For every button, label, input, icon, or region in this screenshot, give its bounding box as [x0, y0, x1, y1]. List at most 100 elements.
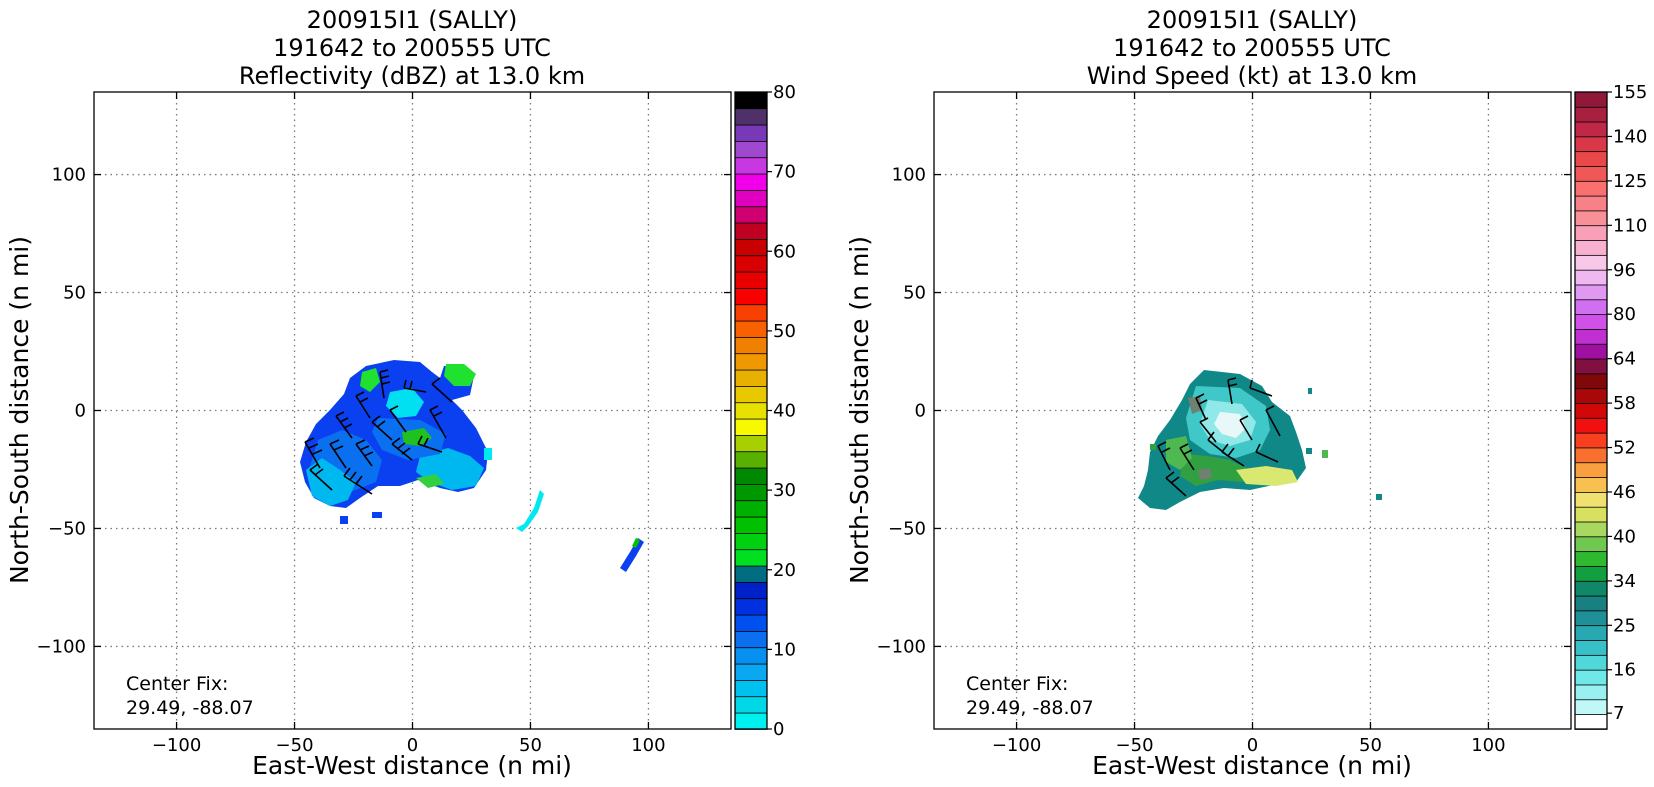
colorbar-tick-label: 34	[1613, 571, 1636, 592]
echo-cyan-core	[386, 388, 424, 418]
wind-barb	[389, 405, 407, 433]
colorbar-tick-label: 110	[1613, 215, 1647, 236]
wind-barb	[1227, 377, 1238, 405]
colorbar-segment	[734, 614, 768, 632]
wind-barb	[1207, 431, 1229, 457]
colorbar-segment	[734, 156, 768, 175]
y-tick-label: 0	[915, 401, 926, 422]
y-tick-label: 0	[75, 401, 86, 422]
colorbar-segment	[1574, 136, 1608, 153]
colorbar-segment	[1574, 298, 1608, 316]
echo-streak-far-east	[620, 538, 644, 572]
x-tick-label: −100	[992, 735, 1041, 756]
colorbar-segment	[734, 418, 768, 436]
colorbar-segment	[1574, 536, 1608, 553]
wind-speed-colorbar: 7 16 25 34 40 46 52 58 64 80 96 110 125 140 155	[1574, 82, 1647, 730]
colorbar-segment	[734, 173, 768, 191]
colorbar-tick-label: 46	[1613, 482, 1636, 503]
colorbar-tick-label: 70	[773, 162, 796, 183]
wind-speed-panel: 200915I1 (SALLY) 191642 to 200555 UTC Wi…	[845, 6, 1647, 780]
colorbar-segment	[1574, 210, 1608, 227]
echo-streak-east	[516, 490, 544, 532]
colorbar-tick-label: 20	[773, 560, 796, 581]
x-tick-label: 50	[1359, 735, 1382, 756]
y-tick-label: 100	[52, 165, 86, 186]
wind-barb	[431, 377, 453, 403]
center-fix-value: 29.49, -88.07	[966, 697, 1094, 719]
y-axis-label: North-South distance (n mi)	[5, 236, 34, 584]
wind-barb	[343, 467, 373, 495]
colorbar-segment	[1574, 387, 1608, 404]
wind-barb	[1255, 443, 1279, 463]
wind-barbs	[304, 369, 453, 495]
colorbar-tick-label: 40	[773, 401, 796, 422]
colorbar-segment	[1574, 165, 1608, 182]
colorbar-segment	[1574, 195, 1608, 212]
echo-green-south	[416, 474, 444, 488]
colorbar-segment	[734, 565, 768, 583]
colorbar-segment	[734, 254, 768, 273]
echo-green-center	[402, 428, 432, 446]
colorbar-tick-label: 64	[1613, 349, 1636, 370]
colorbar-segment	[734, 303, 768, 322]
colorbar-segment	[734, 385, 768, 404]
chart-title-line-3: Reflectivity (dBZ) at 13.0 km	[239, 62, 585, 90]
colorbar-segment	[734, 467, 768, 485]
chart-title-line-1: 200915I1 (SALLY)	[1147, 6, 1358, 34]
colorbar-tick-label: 155	[1613, 82, 1647, 103]
colorbar-tick-label: 125	[1613, 171, 1647, 192]
colorbar-segment	[734, 663, 768, 681]
colorbar-segment	[734, 401, 768, 420]
wind-speck	[1322, 450, 1328, 458]
wind-barb	[403, 379, 427, 393]
x-tick-label: −100	[152, 735, 201, 756]
wind-barb	[1239, 415, 1253, 441]
colorbar-segment	[734, 597, 768, 616]
y-tick-label: −50	[48, 518, 86, 539]
colorbar-tick-label: 80	[773, 82, 796, 103]
wind-barb	[355, 391, 371, 419]
wind-speck	[1306, 448, 1312, 454]
colorbar-tick-label: 140	[1613, 126, 1647, 147]
y-axis-label: North-South distance (n mi)	[845, 236, 874, 584]
colorbar-segment	[734, 287, 768, 306]
wind-gray-patch	[1188, 396, 1212, 480]
colorbar-segment	[734, 336, 768, 355]
chart-title-line-1: 200915I1 (SALLY)	[307, 6, 518, 34]
colorbar-segment	[734, 271, 768, 289]
colorbar-tick-label: 60	[773, 241, 796, 262]
x-tick-label: −50	[1116, 735, 1154, 756]
colorbar-segment	[734, 548, 768, 567]
colorbar-segment	[734, 205, 768, 224]
colorbar-segment	[1574, 343, 1608, 360]
center-fix-label: Center Fix:	[966, 673, 1068, 695]
colorbar-segment	[1574, 684, 1608, 701]
y-tick-label: 100	[892, 165, 926, 186]
wind-barb	[309, 463, 333, 491]
wind-yellow	[1236, 466, 1298, 486]
y-tick-label: −50	[888, 518, 926, 539]
colorbar-segment	[1574, 91, 1608, 108]
colorbar-segment	[1574, 358, 1608, 375]
colorbar-segment	[734, 238, 768, 257]
x-axis-label: East-West distance (n mi)	[1092, 751, 1412, 780]
colorbar-tick-label: 50	[773, 321, 796, 342]
chart-title-line-2: 191642 to 200555 UTC	[1113, 34, 1391, 62]
echo-streak-far-east-green	[632, 538, 640, 548]
wind-speck	[1150, 444, 1156, 450]
x-axis-label: East-West distance (n mi)	[252, 751, 572, 780]
colorbar-segment	[1574, 373, 1608, 390]
colorbar-segment	[734, 630, 768, 649]
axis-ticks: −100 −50 0 50 100 −100 −50 0 50 100	[37, 92, 731, 756]
wind-barb	[335, 411, 353, 439]
colorbar-segment	[734, 516, 768, 534]
echo-speck	[372, 512, 382, 518]
wind-barb	[1179, 443, 1195, 471]
chart-title-line-3: Wind Speed (kt) at 13.0 km	[1087, 62, 1418, 90]
colorbar-segment	[734, 532, 768, 551]
echo-green-ne	[444, 364, 476, 386]
colorbar-segment	[734, 107, 768, 126]
colorbar-segment	[734, 140, 768, 159]
colorbar-tick-label: 25	[1613, 615, 1636, 636]
